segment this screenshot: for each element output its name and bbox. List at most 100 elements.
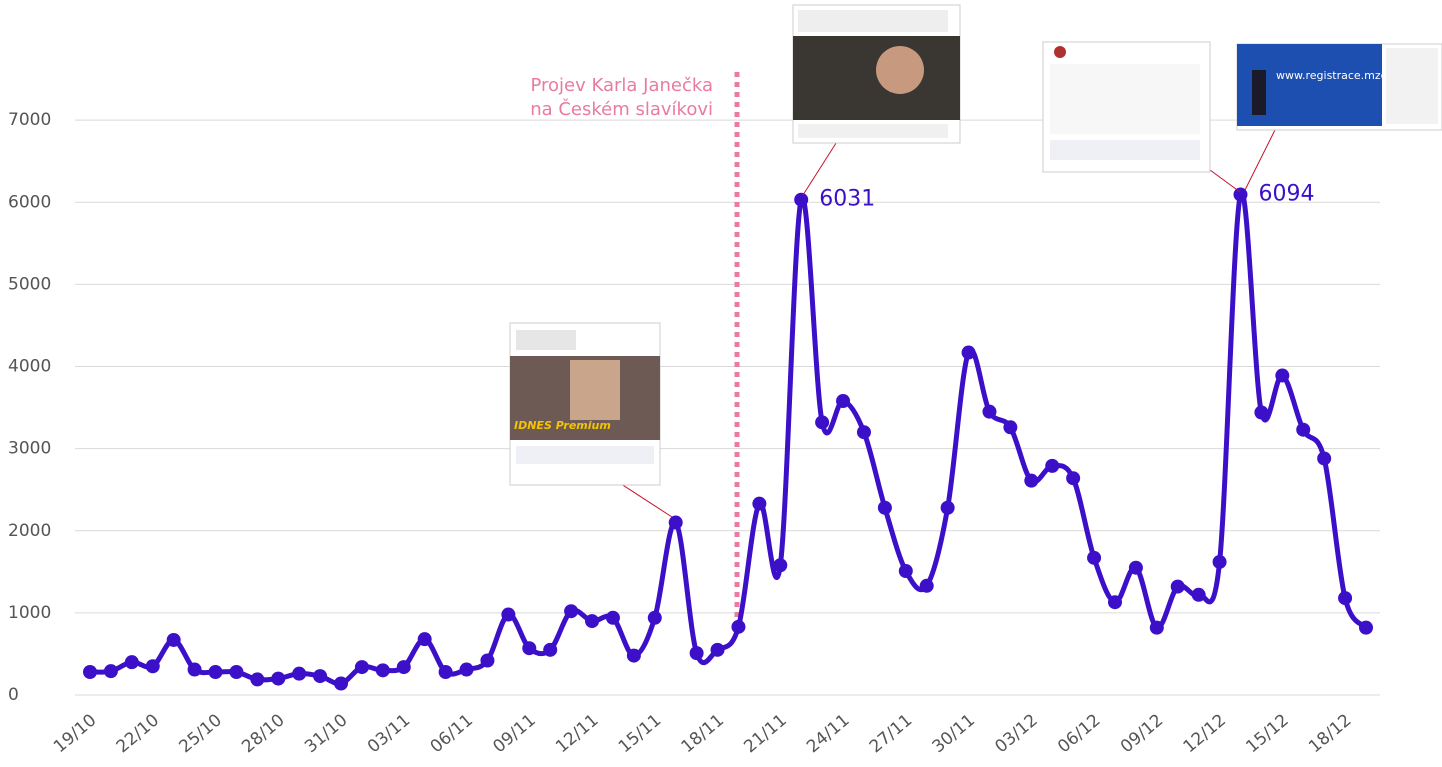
point [1254,405,1268,419]
point [899,564,913,578]
point [1296,423,1310,437]
x-tick-label: 15/12 [1242,710,1292,757]
point [606,611,620,625]
point [439,665,453,679]
point [669,516,683,530]
x-tick-label: 21/11 [740,710,790,757]
grid [75,120,1380,695]
thumbnail: www.registrace.mzcr.cz [1237,44,1442,130]
x-tick-label: 15/11 [615,710,665,757]
point [1129,561,1143,575]
thumbnail-text [1050,140,1200,160]
point [1045,459,1059,473]
thumbnail-text [1050,64,1200,134]
point [731,620,745,634]
y-tick-label: 5000 [8,274,51,294]
point [836,394,850,408]
data-label: 6094 [1258,182,1314,207]
point [104,664,118,678]
point [794,193,808,207]
point [648,611,662,625]
x-tick-label: 03/11 [364,710,414,757]
data-label: 6031 [819,187,875,212]
thumbnail [1043,42,1210,172]
x-tick-label: 06/12 [1054,710,1104,757]
point [501,608,515,622]
line [90,193,1366,684]
point [1317,451,1331,465]
point [543,643,557,657]
point [941,501,955,515]
point [292,667,306,681]
point [920,579,934,593]
x-tick-label: 24/11 [803,710,853,757]
point [1108,595,1122,609]
point [250,672,264,686]
y-tick-label: 7000 [8,110,51,130]
point [1024,474,1038,488]
connector [1210,170,1240,192]
point [1213,555,1227,569]
thumbnail-image [876,46,924,94]
point [627,649,641,663]
x-tick-label: 25/10 [176,710,226,757]
thumbnail-text [1386,48,1438,124]
point [83,665,97,679]
x-tick-label: 30/11 [929,710,979,757]
point [1192,588,1206,602]
x-tick-label: 12/11 [552,710,602,757]
point [1150,621,1164,635]
point [146,659,160,673]
point [167,633,181,647]
point [1338,591,1352,605]
point [188,663,202,677]
x-tick-label: 18/12 [1305,710,1355,757]
thumbnail-caption: IDNES Premium [514,419,611,432]
point [773,558,787,572]
point [962,346,976,360]
point [334,677,348,691]
x-tick-label: 03/12 [991,710,1041,757]
x-tick-label: 12/12 [1180,710,1230,757]
thumbnail-image [570,360,620,420]
y-tick-label: 3000 [8,439,51,459]
chart: Projev Karla Janečka na Českém slavíkovi… [0,0,1442,767]
point [1066,471,1080,485]
point [878,501,892,515]
point [982,405,996,419]
point [1359,621,1373,635]
plot [83,188,1373,691]
thumbnail: IDNES Premium [510,323,660,485]
y-tick-label: 0 [8,685,19,705]
thumbnail-image [793,36,960,120]
point [711,643,725,657]
thumbnail-text [516,446,654,464]
point [125,655,139,669]
point [1087,551,1101,565]
point [690,646,704,660]
point [857,425,871,439]
point [355,660,369,674]
point [585,614,599,628]
thumbnail-text [516,330,576,350]
annotation-text: na Českém slavíkovi [530,98,713,120]
point [460,663,474,677]
point [229,665,243,679]
y-tick-label: 4000 [8,357,51,377]
point [1275,369,1289,383]
connector [615,480,672,517]
x-tick-label: 09/12 [1117,710,1167,757]
y-tick-label: 6000 [8,192,51,212]
x-tick-label: 18/11 [678,710,728,757]
x-tick-label: 22/10 [113,710,163,757]
point [271,672,285,686]
point [418,632,432,646]
point [752,497,766,511]
thumbnail [793,5,960,143]
thumbnail-image [1252,70,1266,115]
thumbnail-text [798,124,948,138]
point [313,669,327,683]
x-tick-label: 09/11 [489,710,539,757]
point [1003,420,1017,434]
point [522,641,536,655]
